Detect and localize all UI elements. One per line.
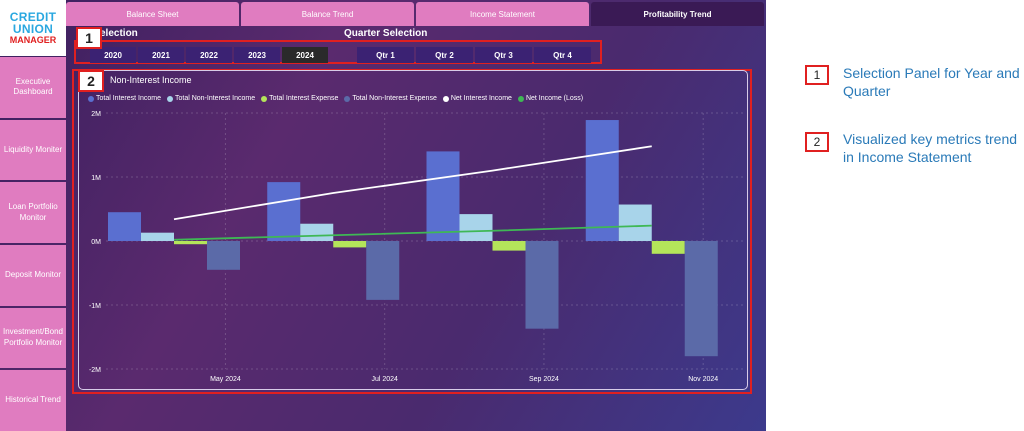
bar-total-non-interest-expense (366, 241, 400, 300)
logo-line-3: MANAGER (9, 35, 57, 45)
x-tick-label: Nov 2024 (688, 376, 718, 383)
legend-item-total-interest-income[interactable]: Total Interest Income (88, 95, 161, 102)
bar-total-non-interest-income (300, 223, 334, 241)
bar-total-interest-expense (333, 241, 367, 248)
bar-total-interest-income (585, 120, 619, 241)
sidebar-item-executive-dashboard[interactable]: Executive Dashboard (0, 57, 66, 118)
legend-label: Total Non-Interest Expense (352, 95, 437, 102)
x-tick-label: Sep 2024 (529, 376, 559, 383)
legend-dot (88, 95, 94, 102)
x-tick-label: Jul 2024 (371, 376, 398, 383)
top-nav-tabs: Balance Sheet Balance Trend Income State… (66, 2, 764, 26)
y-tick-label: -2M (89, 367, 101, 374)
legend-dot (517, 95, 524, 102)
quarter-button-q4[interactable]: Qtr 4 (534, 47, 591, 63)
tab-income-statement[interactable]: Income Statement (416, 2, 589, 26)
annotation-text-1: Selection Panel for Year and Quarter (843, 65, 1020, 99)
quarter-button-q2[interactable]: Qtr 2 (416, 47, 473, 63)
legend-dot (344, 95, 351, 102)
year-selection-label: election (100, 28, 138, 39)
x-tick-label: May 2024 (210, 376, 241, 383)
legend-label: Total Non-Interest Income (174, 95, 256, 102)
bar-total-interest-income (108, 212, 141, 241)
line-net-income-loss- (173, 224, 652, 241)
year-button-2024[interactable]: 2024 (282, 47, 328, 63)
legend-item-total-non-interest-income[interactable]: Total Non-Interest Income (166, 95, 256, 102)
annotation-number-2: 2 (805, 132, 829, 152)
callout-number-1: 1 (76, 27, 102, 49)
y-tick-label: 0M (91, 239, 101, 246)
dashboard-area: CREDIT UNION MANAGER Executive Dashboard… (0, 0, 766, 431)
bar-total-non-interest-expense (525, 241, 559, 329)
annotation-text-2: Visualized key metrics trend in Income S… (843, 131, 1018, 165)
logo-line-1: CREDIT (9, 10, 57, 24)
bar-total-interest-income (267, 182, 301, 241)
legend-label: Total Interest Expense (269, 95, 339, 102)
year-button-2020[interactable]: 2020 (90, 47, 136, 63)
sidebar: Executive Dashboard Liquidity Moniter Lo… (0, 57, 66, 431)
year-button-2022[interactable]: 2022 (186, 47, 232, 63)
bar-total-interest-expense (174, 241, 207, 245)
combo-chart: 2M 1M 0M -1M -2M May 2024 Jul 2024 Sep 2024 Nov … (89, 111, 743, 383)
bar-total-non-interest-income (618, 204, 652, 241)
bar-total-non-interest-expense (684, 241, 718, 357)
logo-line-2: UNION (12, 22, 54, 36)
legend-dot (166, 95, 173, 102)
quarter-button-q1[interactable]: Qtr 1 (357, 47, 414, 63)
quarter-button-q3[interactable]: Qtr 3 (475, 47, 532, 63)
y-tick-label: 2M (91, 111, 101, 118)
credit-union-manager-logo: CREDIT UNION MANAGER (0, 0, 66, 56)
legend-label: Net Income (Loss) (525, 95, 584, 102)
bar-total-interest-expense (492, 241, 526, 251)
legend-dot (261, 95, 268, 102)
line-net-interest-income (173, 145, 652, 221)
bar-total-interest-income (426, 151, 460, 241)
bar-total-non-interest-income (459, 214, 493, 241)
sidebar-item-loan-portfolio-monitor[interactable]: Loan Portfolio Monitor (0, 182, 66, 244)
bar-total-interest-expense (651, 241, 685, 254)
y-tick-label: -1M (89, 303, 101, 310)
legend-label: Total Interest Income (96, 95, 161, 102)
year-button-2023[interactable]: 2023 (234, 47, 280, 63)
quarter-selector: Qtr 1 Qtr 2 Qtr 3 Qtr 4 (357, 47, 591, 63)
chart-card (78, 70, 748, 390)
sidebar-item-investment-bond-portfolio-monitor[interactable]: Investment/Bond Portfolio Monitor (0, 307, 66, 369)
selection-panel-highlight (74, 40, 602, 64)
legend-item-total-non-interest-expense[interactable]: Total Non-Interest Expense (344, 95, 437, 102)
tab-profitability-trend[interactable]: Profitability Trend (591, 2, 764, 26)
legend-item-net-interest-income[interactable]: Net Interest Income (442, 95, 512, 102)
chart-legend: Total Interest Income Total Non-Interest… (88, 95, 583, 102)
bar-total-non-interest-expense (207, 241, 240, 270)
legend-label: Net Interest Income (450, 95, 512, 102)
legend-item-total-interest-expense[interactable]: Total Interest Expense (261, 95, 338, 102)
legend-dot (442, 95, 449, 102)
quarter-selection-label: Quarter Selection (344, 28, 428, 39)
legend-item-net-income-loss[interactable]: Net Income (Loss) (517, 95, 584, 102)
chart-title: Non-Interest Income (110, 75, 192, 85)
sidebar-item-historical-trend[interactable]: Historical Trend (0, 370, 66, 431)
bar-total-non-interest-income (141, 232, 174, 241)
annotation-number-1: 1 (805, 65, 829, 85)
tab-balance-trend[interactable]: Balance Trend (241, 2, 414, 26)
sidebar-item-liquidity-moniter[interactable]: Liquidity Moniter (0, 119, 66, 181)
year-button-2021[interactable]: 2021 (138, 47, 184, 63)
tab-balance-sheet[interactable]: Balance Sheet (66, 2, 239, 26)
callout-number-2: 2 (78, 70, 104, 92)
y-tick-label: 1M (91, 175, 101, 182)
sidebar-item-deposit-monitor[interactable]: Deposit Monitor (0, 245, 66, 306)
year-selector: 2020 2021 2022 2023 2024 (90, 47, 328, 63)
